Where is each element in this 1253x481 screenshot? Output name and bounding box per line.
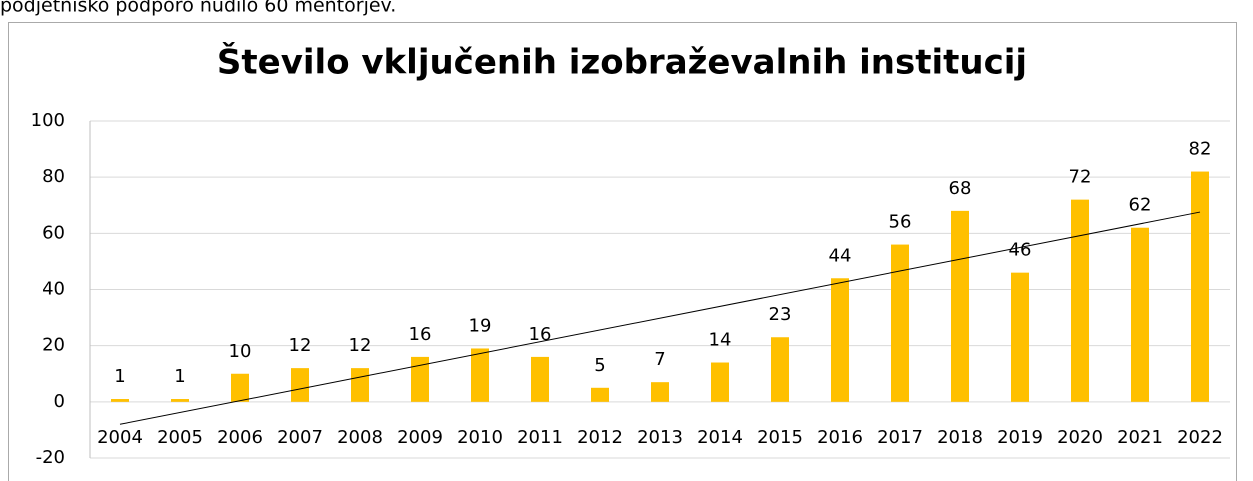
y-tick-label: -20 [36,447,65,468]
x-tick-label: 2012 [577,427,623,448]
x-tick-label: 2009 [397,427,443,448]
bar [171,399,189,402]
data-label: 56 [889,212,912,233]
data-label: 1 [114,366,125,387]
page-text: podjetniško podporo nudilo 60 mentorjev. [0,0,396,17]
bar [1191,171,1209,402]
bar [231,373,249,402]
data-label: 46 [1009,240,1032,261]
bar [771,337,789,402]
data-label: 16 [409,324,432,345]
data-label: 19 [469,315,492,336]
x-tick-label: 2018 [937,427,983,448]
chart-frame [8,22,1237,481]
data-label: 12 [349,335,372,356]
data-label: 16 [529,324,552,345]
trendline [119,211,1201,425]
x-tick-label: 2022 [1177,427,1223,448]
bar [1131,227,1149,402]
x-tick-label: 2010 [457,427,503,448]
x-tick-label: 2004 [97,427,143,448]
data-label: 23 [769,304,792,325]
y-tick-label: 40 [42,279,65,300]
data-label: 10 [229,341,252,362]
bar [591,387,609,402]
data-label: 68 [949,178,972,199]
bar [471,348,489,402]
x-tick-label: 2013 [637,427,683,448]
data-label: 5 [594,355,605,376]
y-tick-label: 20 [42,335,65,356]
data-label: 72 [1069,167,1092,188]
bar [1011,272,1029,402]
bar [111,399,129,402]
bar [531,356,549,402]
bar [951,210,969,402]
x-tick-label: 2005 [157,427,203,448]
data-label: 12 [289,335,312,356]
data-label: 14 [709,330,732,351]
data-label: 44 [829,245,852,266]
data-label: 1 [174,366,185,387]
data-label: 62 [1129,195,1152,216]
bar [1071,199,1089,402]
bar [651,382,669,402]
y-tick-label: 100 [31,110,65,131]
bar [831,278,849,402]
x-tick-label: 2017 [877,427,923,448]
y-tick-label: 80 [42,166,65,187]
x-tick-label: 2015 [757,427,803,448]
x-tick-label: 2008 [337,427,383,448]
y-tick-label: 60 [42,222,65,243]
data-label: 82 [1189,139,1212,160]
x-tick-label: 2006 [217,427,263,448]
bar [891,244,909,402]
x-tick-label: 2019 [997,427,1043,448]
x-tick-label: 2007 [277,427,323,448]
bar [351,368,369,402]
bar [711,362,729,402]
x-tick-label: 2011 [517,427,563,448]
x-tick-label: 2021 [1117,427,1163,448]
x-tick-label: 2020 [1057,427,1103,448]
chart-title: Število vključenih izobraževalnih instit… [217,42,1027,83]
bar [291,368,309,402]
bar [411,356,429,402]
x-tick-label: 2014 [697,427,743,448]
y-tick-label: 0 [54,391,65,412]
data-label: 7 [654,349,665,370]
x-tick-label: 2016 [817,427,863,448]
